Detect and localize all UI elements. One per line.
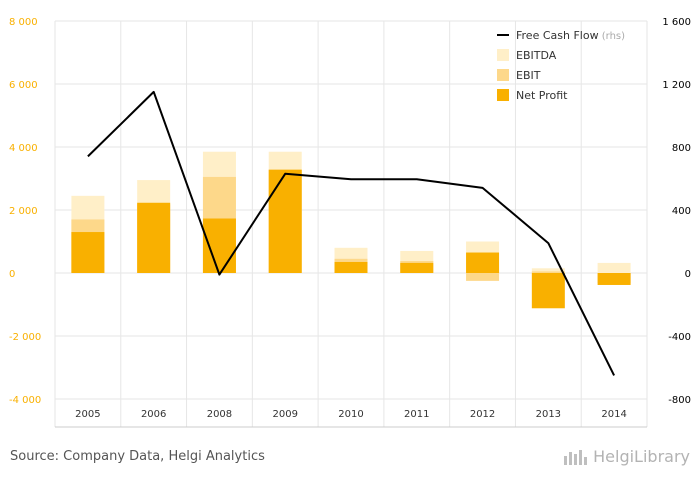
right-tick-label: -800 — [668, 395, 691, 406]
bar-net-profit — [137, 202, 171, 273]
brand-name: HelgiLibrary — [593, 447, 690, 466]
x-tick-label: 2005 — [75, 409, 100, 420]
left-tick-label: 2 000 — [9, 206, 38, 217]
bar-net-profit — [334, 261, 368, 273]
bar-ebit — [466, 273, 500, 281]
left-tick-label: -4 000 — [9, 395, 41, 406]
left-tick-label: -2 000 — [9, 332, 41, 343]
x-tick-label: 2013 — [536, 409, 561, 420]
right-tick-label: 0 — [685, 269, 691, 280]
x-tick-label: 2008 — [207, 409, 232, 420]
left-tick-label: 4 000 — [9, 143, 38, 154]
bar-ebitda — [597, 262, 631, 273]
x-tick-label: 2006 — [141, 409, 166, 420]
left-tick-label: 8 000 — [9, 17, 38, 28]
line-free-cash-flow — [87, 90, 615, 376]
legend-swatch-ebitda — [497, 49, 509, 61]
brand-logo: HelgiLibrary — [563, 447, 690, 466]
left-tick-label: 0 — [9, 269, 15, 280]
legend-rhs-note: (rhs) — [599, 31, 626, 42]
right-tick-label: 400 — [672, 206, 691, 217]
bar-net-profit — [531, 273, 565, 309]
bar-ebitda — [531, 268, 565, 273]
x-tick-label: 2014 — [601, 409, 626, 420]
x-tick-label: 2012 — [470, 409, 495, 420]
left-tick-label: 6 000 — [9, 80, 38, 91]
bar-net-profit — [466, 252, 500, 273]
legend-label-ebitda: EBITDA — [516, 49, 557, 62]
right-tick-label: -400 — [668, 332, 691, 343]
x-tick-label: 2011 — [404, 409, 429, 420]
right-tick-label: 800 — [672, 143, 691, 154]
legend-swatch-net-profit — [497, 89, 509, 101]
right-tick-label: 1 200 — [662, 80, 691, 91]
bar-net-profit — [202, 218, 236, 273]
bar-ebit — [531, 271, 565, 273]
legend-label-ebit: EBIT — [516, 69, 541, 82]
bar-net-profit — [268, 169, 302, 273]
combo-chart: -4 000 -2 000 0 2 000 4 000 6 000 8 000 -800 -40… — [9, 17, 691, 428]
legend-swatch-ebit — [497, 69, 509, 81]
legend-label-free-cash-flow: Free Cash Flow (rhs) — [516, 29, 625, 42]
source-note: Source: Company Data, Helgi Analytics — [10, 449, 265, 464]
bar-net-profit — [400, 262, 434, 273]
right-tick-label: 1 600 — [662, 17, 691, 28]
x-tick-label: 2010 — [338, 409, 363, 420]
bar-net-profit — [597, 273, 631, 285]
bar-net-profit — [71, 232, 105, 273]
legend-label-net-profit: Net Profit — [516, 89, 568, 102]
library-icon — [564, 449, 588, 465]
x-tick-label: 2009 — [272, 409, 297, 420]
